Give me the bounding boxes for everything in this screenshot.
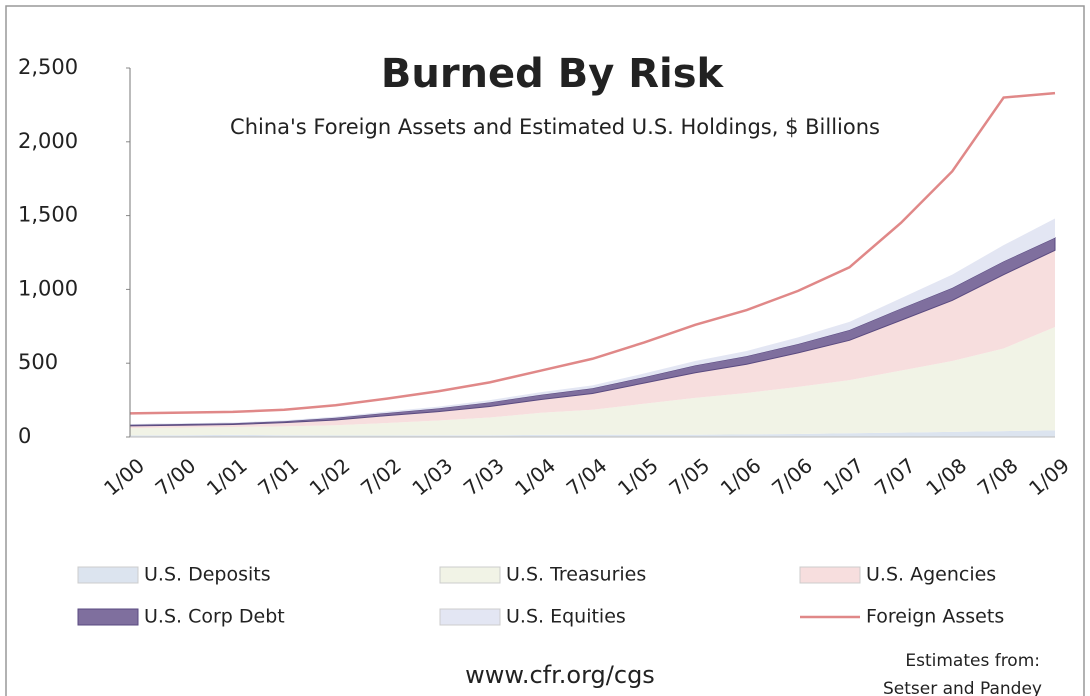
y-tick-label: 500: [18, 350, 58, 374]
legend-label: U.S. Corp Debt: [144, 606, 285, 628]
legend-label: Foreign Assets: [866, 606, 1004, 628]
y-tick-label: 1,500: [18, 203, 78, 227]
y-tick-label: 2,000: [18, 129, 78, 153]
legend-label: U.S. Equities: [506, 606, 626, 628]
area: [130, 250, 1055, 429]
legend-swatch: [439, 566, 501, 584]
line: [129, 91, 1056, 415]
y-tick-label: 2,500: [18, 55, 78, 79]
y-tick-label: 1,000: [18, 276, 78, 300]
source: www.cfr.org/cgs: [465, 661, 655, 689]
legend-swatch: [799, 566, 861, 584]
legend-swatch: [77, 608, 139, 626]
y-tick-label: 0: [18, 424, 31, 448]
note: Estimates from:: [905, 651, 1040, 671]
area: [130, 327, 1055, 436]
legend-swatch: [439, 608, 501, 626]
legend-label: U.S. Agencies: [866, 564, 996, 586]
legend-label: U.S. Treasuries: [506, 564, 646, 586]
chart-subtitle: China's Foreign Assets and Estimated U.S…: [230, 115, 880, 139]
note: Setser and Pandey: [883, 679, 1042, 696]
area: [130, 430, 1055, 437]
chart-title: Burned By Risk: [381, 51, 725, 97]
legend-swatch: [77, 566, 139, 584]
legend-label: U.S. Deposits: [144, 564, 271, 586]
